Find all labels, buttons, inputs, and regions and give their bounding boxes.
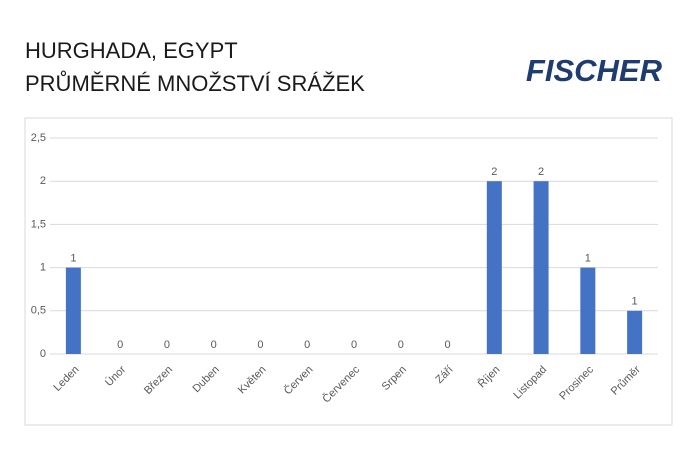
chart-subtitle: PRŮMĚRNÉ MNOŽSTVÍ SRÁŽEK — [25, 71, 365, 96]
x-tick-label: Duben — [190, 364, 221, 395]
x-tick-label: Leden — [51, 364, 81, 394]
data-label: 0 — [117, 339, 123, 351]
y-tick-label: 2 — [40, 175, 46, 187]
y-tick-label: 1 — [40, 262, 46, 274]
chart-frame — [24, 117, 673, 426]
x-tick-label: Únor — [102, 363, 128, 389]
bar — [65, 267, 81, 354]
bar — [627, 310, 643, 354]
bar — [533, 181, 549, 354]
data-label: 0 — [398, 339, 404, 351]
data-label: 1 — [70, 253, 76, 265]
y-tick-label: 1,5 — [31, 218, 46, 230]
data-label: 0 — [257, 339, 263, 351]
data-label: 0 — [304, 339, 310, 351]
x-tick-label: Červen — [281, 363, 315, 397]
y-tick-label: 2,5 — [31, 132, 46, 144]
x-tick-label: Prosinec — [557, 363, 596, 402]
x-tick-label: Březen — [142, 364, 175, 397]
x-tick-label: Průměr — [609, 363, 643, 397]
logo: FISCHER — [526, 53, 663, 88]
y-tick-label: 0,5 — [31, 305, 46, 317]
x-tick-label: Září — [433, 364, 455, 386]
data-label: 1 — [585, 253, 591, 265]
x-tick-label: Červenec — [320, 363, 363, 406]
data-label: 2 — [538, 166, 544, 178]
bar — [486, 181, 502, 354]
data-label: 0 — [444, 339, 450, 351]
x-tick-label: Srpen — [380, 364, 409, 393]
chart-title: HURGHADA, EGYPT — [25, 38, 238, 63]
x-tick-label: Říjen — [475, 363, 502, 390]
bar — [580, 267, 596, 354]
data-label: 1 — [632, 296, 638, 308]
data-label: 2 — [491, 166, 497, 178]
y-tick-label: 0 — [40, 348, 46, 360]
x-tick-label: Listopad — [511, 364, 549, 402]
x-tick-label: Květen — [236, 364, 269, 397]
data-label: 0 — [351, 339, 357, 351]
data-label: 0 — [211, 339, 217, 351]
data-label: 0 — [164, 339, 170, 351]
